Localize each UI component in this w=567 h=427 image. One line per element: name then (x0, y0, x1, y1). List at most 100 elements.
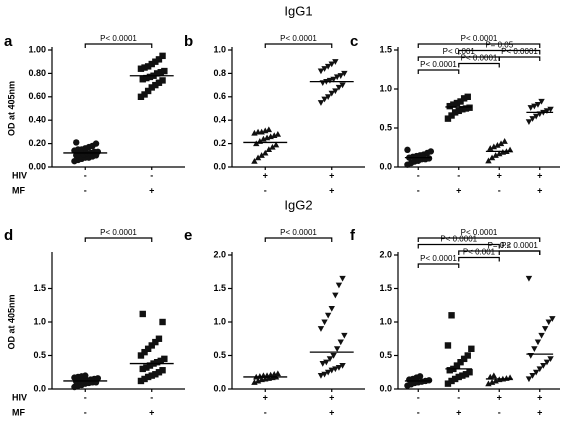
group-sign: - (457, 170, 460, 180)
data-point (339, 82, 346, 89)
group-sign: + (149, 185, 154, 195)
data-point (324, 312, 332, 319)
data-point (444, 342, 452, 349)
significance-bracket (458, 62, 500, 68)
p-value: P< 0.0001 (100, 34, 137, 43)
data-point (501, 138, 508, 144)
data-point (540, 362, 547, 369)
group-sign: + (329, 407, 334, 417)
data-point (159, 367, 166, 374)
data-point (155, 335, 163, 342)
significance-bracket (417, 243, 500, 249)
y-tick-label: 1.0 (213, 44, 226, 54)
data-point (272, 141, 280, 148)
significance-bracket (458, 256, 500, 262)
y-tick-label: 0.5 (213, 350, 226, 360)
data-point (332, 366, 339, 373)
data-point (326, 77, 334, 84)
data-point (543, 108, 551, 115)
significance-bracket (417, 263, 460, 268)
y-tick-label: 0.5 (379, 350, 392, 360)
data-point (161, 67, 168, 75)
y-tick-label: 0.60 (28, 91, 46, 101)
group-sign: - (150, 392, 153, 402)
y-tick-label: 1.0 (379, 316, 392, 326)
data-point (94, 148, 102, 155)
data-point (527, 105, 534, 111)
data-point (531, 103, 538, 110)
data-point (159, 77, 166, 84)
data-point (529, 373, 536, 379)
data-point (265, 146, 273, 153)
data-point (92, 140, 100, 147)
data-point (547, 106, 554, 113)
significance-bracket (84, 43, 153, 48)
data-point (321, 96, 328, 103)
group-sign: + (149, 407, 154, 417)
data-point (464, 352, 471, 359)
data-point (159, 318, 166, 326)
data-point (161, 355, 168, 363)
data-point (330, 76, 337, 83)
data-point (339, 275, 346, 282)
data-point (82, 372, 89, 379)
significance-bracket (417, 43, 541, 48)
group-sign: - (264, 407, 267, 417)
p-value: P= 0.05 (485, 41, 513, 50)
data-point (487, 145, 494, 151)
data-point (159, 52, 166, 60)
group-sign: + (456, 185, 461, 195)
data-point (492, 152, 499, 158)
data-point (254, 154, 262, 161)
data-point (317, 326, 325, 332)
panel-letter: f (350, 227, 356, 244)
data-point (251, 157, 258, 164)
data-point (485, 157, 492, 164)
group-sign: + (537, 407, 542, 417)
data-point (73, 139, 80, 146)
group-sign: + (329, 170, 334, 180)
y-tick-label: 0.80 (28, 68, 46, 78)
data-point (525, 119, 533, 125)
y-tick-label: 0.0 (33, 383, 46, 393)
data-point (543, 359, 551, 366)
p-value: P< 0.0001 (420, 60, 457, 69)
data-point (253, 140, 260, 147)
data-point (337, 339, 344, 346)
data-point (332, 59, 339, 65)
p-value: P< 0.0001 (420, 254, 457, 263)
data-point (466, 369, 473, 376)
group-sign: - (84, 407, 87, 417)
y-tick-label: 1.5 (379, 283, 392, 293)
data-point (332, 88, 339, 95)
group-sign: - (84, 170, 87, 180)
y-tick-label: 0.0 (213, 383, 226, 393)
p-value: P< 0.0001 (501, 47, 538, 56)
data-point (541, 326, 549, 332)
data-point (525, 376, 533, 383)
y-tick-label: 1.5 (33, 283, 46, 293)
data-point (337, 73, 344, 79)
y-tick-label: 0.5 (379, 122, 392, 132)
group-sign: - (457, 392, 460, 402)
data-point (529, 116, 536, 122)
group-sign: - (498, 185, 501, 195)
data-point (464, 93, 471, 100)
significance-bracket (417, 56, 500, 61)
y-tick-label: 0.2 (213, 138, 226, 148)
data-point (269, 143, 276, 150)
data-point (545, 319, 552, 326)
significance-bracket (498, 56, 541, 61)
data-point (335, 365, 343, 371)
data-point (448, 312, 455, 319)
data-point (335, 84, 343, 91)
group-sign: - (417, 392, 420, 402)
data-point (538, 332, 545, 339)
group-sign: + (329, 185, 334, 195)
group-sign: + (263, 392, 268, 402)
data-point (404, 146, 411, 154)
data-point (494, 141, 501, 148)
significance-bracket (264, 43, 333, 48)
group-sign: + (456, 407, 461, 417)
data-point (427, 148, 435, 155)
